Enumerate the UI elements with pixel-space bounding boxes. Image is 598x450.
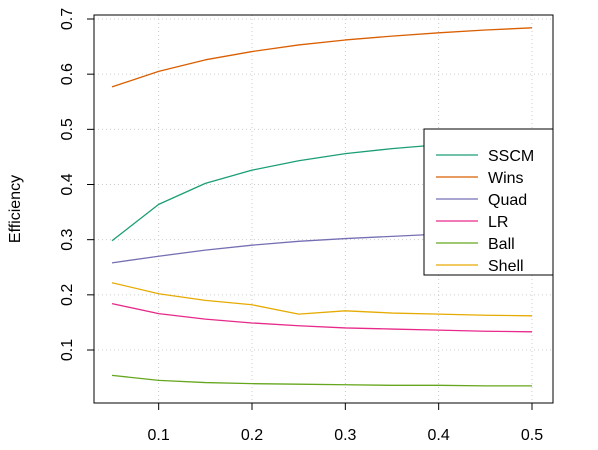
legend: SSCM Wins Quad LR Ball Shell: [423, 128, 554, 276]
x-tick-label: 0.3: [334, 427, 356, 444]
x-tick-label: 0.1: [148, 427, 170, 444]
x-tick-label: 0.5: [521, 427, 543, 444]
series-layer: [111, 27, 533, 387]
legend-label-ball: Ball: [488, 236, 515, 253]
y-axis: 0.1 0.2 0.3 0.4 0.5 0.6 0.7: [59, 8, 94, 361]
legend-label-shell: Shell: [488, 258, 524, 275]
legend-label-sscm: SSCM: [488, 148, 534, 165]
x-tick-label: 0.2: [241, 427, 263, 444]
x-axis: 0.1 0.2 0.3 0.4 0.5: [148, 403, 543, 444]
y-tick-label: 0.1: [59, 339, 76, 361]
legend-box: [423, 128, 554, 276]
y-tick-label: 0.3: [59, 228, 76, 250]
series-line-shell: [111, 282, 533, 317]
y-tick-label: 0.7: [59, 8, 76, 30]
y-axis-title: Efficiency: [7, 175, 24, 243]
legend-label-wins: Wins: [488, 170, 524, 187]
series-line-lr: [111, 303, 533, 333]
y-tick-label: 0.5: [59, 118, 76, 140]
legend-label-quad: Quad: [488, 192, 527, 209]
y-tick-label: 0.2: [59, 284, 76, 306]
series-line-ball: [111, 374, 532, 387]
x-tick-label: 0.4: [428, 427, 450, 444]
y-tick-label: 0.4: [59, 173, 76, 195]
y-tick-label: 0.6: [59, 63, 76, 85]
series-line-wins: [111, 27, 533, 88]
legend-label-lr: LR: [488, 214, 508, 231]
